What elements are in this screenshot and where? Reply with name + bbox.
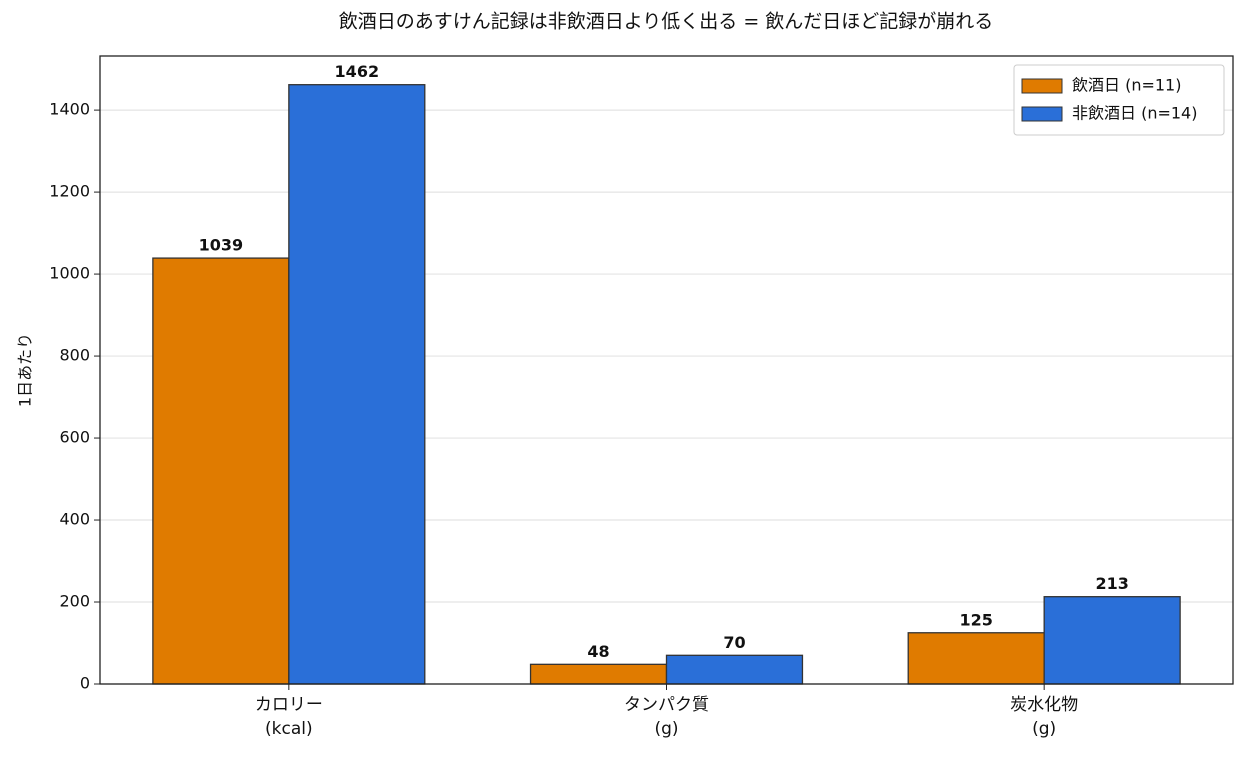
legend-box	[1013, 64, 1225, 136]
bar	[1043, 596, 1181, 685]
bar	[907, 632, 1045, 685]
value-label: 125	[959, 610, 992, 629]
y-tick-label: 800	[59, 346, 90, 365]
bar	[665, 654, 804, 685]
bar	[288, 84, 426, 685]
legend-label: 非飲酒日 (n=14)	[1072, 104, 1197, 123]
bar	[529, 663, 668, 685]
x-tick-label: カロリー (kcal)	[254, 695, 323, 739]
x-tick-label: タンパク質 (g)	[624, 695, 709, 739]
y-tick-label: 1400	[49, 100, 90, 119]
y-axis-label: 1日あたり	[16, 333, 35, 407]
legend-swatch	[1021, 78, 1063, 94]
value-label: 48	[587, 642, 609, 661]
y-tick-label: 1200	[49, 182, 90, 201]
y-tick-label: 200	[59, 592, 90, 611]
y-tick-label: 600	[59, 428, 90, 447]
plot-frame	[99, 55, 1234, 685]
chart-title: 飲酒日のあすけん記録は非飲酒日より低く出る = 飲んだ日ほど記録が崩れる	[339, 11, 994, 33]
y-tick-label: 400	[59, 510, 90, 529]
legend-swatch	[1021, 106, 1063, 122]
value-label: 70	[723, 633, 745, 652]
value-label: 1462	[335, 62, 380, 81]
bar	[152, 257, 290, 685]
x-tick-label: 炭水化物 (g)	[1010, 695, 1079, 739]
y-tick-label: 1000	[49, 264, 90, 283]
legend-label: 飲酒日 (n=11)	[1072, 76, 1181, 95]
y-tick-label: 0	[80, 674, 90, 693]
value-label: 213	[1095, 574, 1128, 593]
value-label: 1039	[199, 236, 244, 255]
